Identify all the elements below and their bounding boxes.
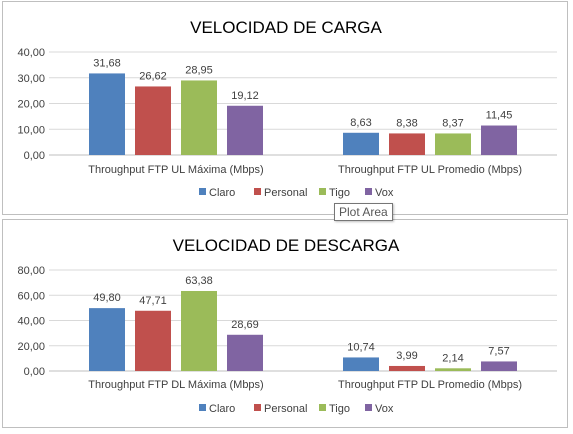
data-label: 3,99 bbox=[396, 350, 417, 362]
category-label: Throughput FTP UL Máxima (Mbps) bbox=[88, 164, 263, 176]
bar-tigo[interactable] bbox=[435, 368, 471, 371]
legend-swatch-tigo bbox=[319, 404, 326, 411]
legend-swatch-claro bbox=[199, 188, 206, 195]
legend-label-tigo: Tigo bbox=[329, 403, 350, 415]
upload-chart-svg: VELOCIDAD DE CARGA 0,00 10,00 20,00 30,00 40,… bbox=[17, 18, 557, 199]
data-label: 8,63 bbox=[350, 117, 371, 129]
bar-tigo[interactable] bbox=[181, 80, 217, 155]
data-label: 8,37 bbox=[442, 117, 463, 129]
y-tick-label: 0,00 bbox=[24, 366, 45, 378]
chart-title: VELOCIDAD DE CARGA bbox=[190, 18, 382, 37]
legend-label-personal: Personal bbox=[264, 403, 307, 415]
y-tick-label: 80,00 bbox=[17, 265, 45, 277]
bar-claro[interactable] bbox=[343, 357, 379, 371]
bar-personal[interactable] bbox=[135, 310, 171, 371]
download-speed-chart[interactable]: VELOCIDAD DE DESCARGA 0,00 20,00 40,00 60,00… bbox=[2, 219, 568, 428]
legend-label-claro: Claro bbox=[209, 187, 235, 199]
data-label: 49,80 bbox=[93, 292, 121, 304]
legend-label-personal: Personal bbox=[264, 187, 307, 199]
plot-area-tooltip: Plot Area bbox=[334, 203, 393, 221]
bar-personal[interactable] bbox=[389, 365, 425, 371]
legend-swatch-personal bbox=[254, 404, 261, 411]
data-label: 31,68 bbox=[93, 57, 121, 69]
bar-personal[interactable] bbox=[389, 133, 425, 155]
bar-claro[interactable] bbox=[89, 73, 125, 155]
legend[interactable]: Claro Personal Tigo Vox bbox=[199, 187, 394, 199]
chart-title: VELOCIDAD DE DESCARGA bbox=[173, 236, 400, 255]
category-label: Throughput FTP DL Máxima (Mbps) bbox=[88, 379, 263, 391]
y-tick-label: 40,00 bbox=[17, 316, 45, 328]
data-label: 10,74 bbox=[347, 341, 375, 353]
legend-swatch-personal bbox=[254, 188, 261, 195]
legend-label-tigo: Tigo bbox=[329, 187, 350, 199]
legend-swatch-claro bbox=[199, 404, 206, 411]
category-label: Throughput FTP DL Promedio (Mbps) bbox=[338, 379, 522, 391]
bar-vox[interactable] bbox=[481, 125, 517, 155]
data-label: 28,95 bbox=[185, 64, 213, 76]
bar-vox[interactable] bbox=[227, 105, 263, 155]
legend-swatch-vox bbox=[365, 188, 372, 195]
data-label: 26,62 bbox=[139, 70, 167, 82]
data-label: 28,69 bbox=[231, 319, 259, 331]
data-label: 63,38 bbox=[185, 275, 213, 287]
y-tick-label: 20,00 bbox=[17, 99, 45, 111]
bar-tigo[interactable] bbox=[181, 290, 217, 371]
bar-personal[interactable] bbox=[135, 86, 171, 155]
data-label: 7,57 bbox=[488, 345, 509, 357]
y-tick-label: 60,00 bbox=[17, 290, 45, 302]
category-label: Throughput FTP UL Promedio (Mbps) bbox=[338, 164, 522, 176]
bar-vox[interactable] bbox=[481, 361, 517, 371]
data-label: 2,14 bbox=[442, 352, 463, 364]
upload-speed-chart[interactable]: VELOCIDAD DE CARGA 0,00 10,00 20,00 30,00 40,… bbox=[2, 1, 568, 215]
y-tick-label: 0,00 bbox=[24, 150, 45, 162]
legend-label-vox: Vox bbox=[375, 403, 394, 415]
bar-claro[interactable] bbox=[89, 308, 125, 371]
data-label: 19,12 bbox=[231, 90, 259, 102]
data-label: 47,71 bbox=[139, 295, 167, 307]
bar-claro[interactable] bbox=[343, 132, 379, 155]
data-label: 11,45 bbox=[486, 110, 513, 122]
y-tick-label: 40,00 bbox=[17, 47, 45, 59]
y-tick-label: 20,00 bbox=[17, 341, 45, 353]
download-chart-svg: VELOCIDAD DE DESCARGA 0,00 20,00 40,00 60,00… bbox=[17, 236, 557, 415]
data-label: 8,38 bbox=[396, 117, 417, 129]
y-tick-label: 30,00 bbox=[17, 73, 45, 85]
bar-tigo[interactable] bbox=[435, 133, 471, 155]
y-tick-label: 10,00 bbox=[17, 124, 45, 136]
legend-label-claro: Claro bbox=[209, 403, 235, 415]
legend-swatch-tigo bbox=[319, 188, 326, 195]
legend-label-vox: Vox bbox=[375, 187, 394, 199]
legend[interactable]: Claro Personal Tigo Vox bbox=[199, 403, 394, 415]
legend-swatch-vox bbox=[365, 404, 372, 411]
bar-vox[interactable] bbox=[227, 334, 263, 371]
